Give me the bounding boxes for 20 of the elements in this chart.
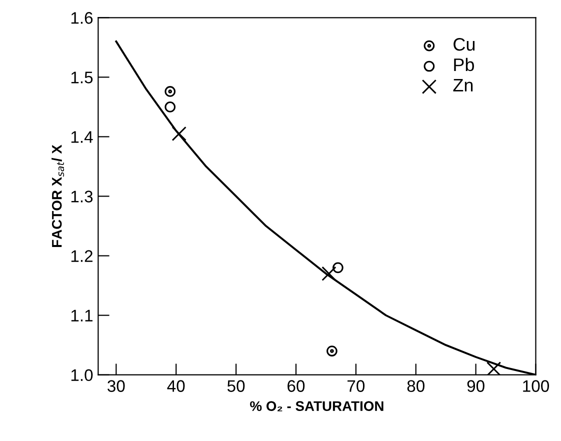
y-tick-label: 1.4 xyxy=(71,131,93,143)
x-tick-label: 30 xyxy=(108,380,125,392)
y-tick-label: 1.2 xyxy=(71,250,92,262)
y-tick-label: 1.6 xyxy=(71,12,93,24)
x-tick-label: 40 xyxy=(167,380,185,392)
x-tick-label: 50 xyxy=(227,380,245,392)
y-tick-label: 1.1 xyxy=(71,310,93,322)
x-tick-label: 80 xyxy=(407,380,424,392)
legend-label: Zn xyxy=(453,79,473,92)
x-tick-label: 90 xyxy=(467,380,484,392)
y-axis-title: FACTOR X$_{sat}$/ X xyxy=(52,144,64,247)
legend-label: Cu xyxy=(454,38,475,51)
legend-label: Pb xyxy=(454,58,474,72)
x-tick-label: 100 xyxy=(523,380,550,392)
x-tick-label: 60 xyxy=(288,380,305,392)
y-tick-label: 1.3 xyxy=(71,190,93,202)
x-axis-title: % O₂ - SATURATION xyxy=(250,401,384,412)
x-tick-label: 70 xyxy=(348,380,365,392)
y-tick-label: 1.5 xyxy=(71,72,93,84)
y-tick-label: 1.0 xyxy=(71,369,93,382)
